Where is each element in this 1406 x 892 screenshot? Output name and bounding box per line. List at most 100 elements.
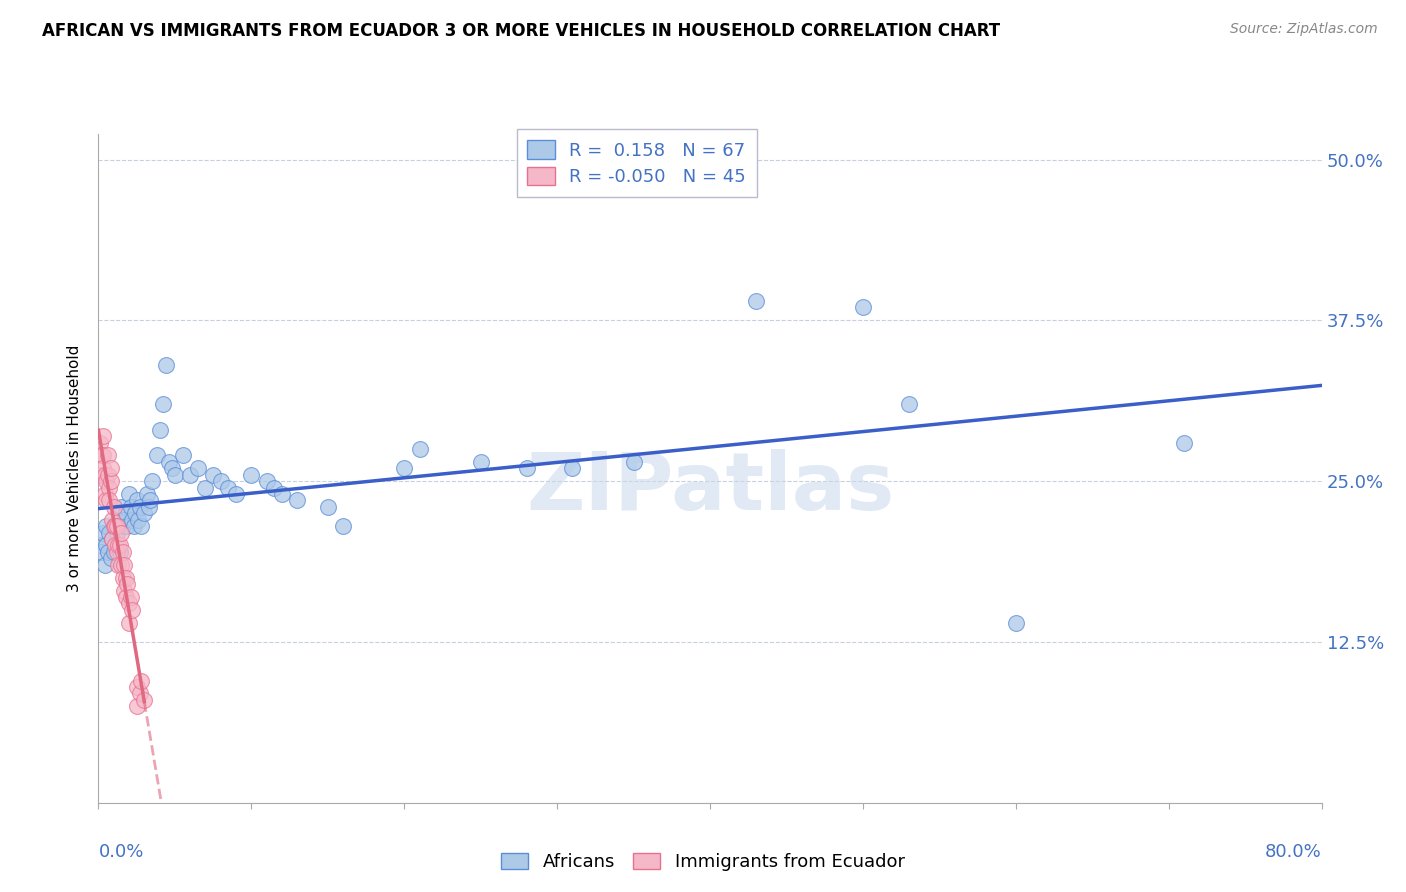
Point [470,455,492,469]
Point [94,493,117,508]
Point [115,571,138,585]
Point [408,442,430,456]
Point [97,449,120,463]
Point [91,449,114,463]
Point [89,435,111,450]
Point [120,590,142,604]
Point [90,545,112,559]
Point [103,519,125,533]
Point [94,519,117,533]
Text: 80.0%: 80.0% [1265,843,1322,861]
Point [157,455,180,469]
Legend: Africans, Immigrants from Ecuador: Africans, Immigrants from Ecuador [494,846,912,879]
Point [110,558,132,572]
Point [112,558,135,572]
Point [125,493,148,508]
Point [127,513,149,527]
Point [97,467,120,482]
Point [124,506,146,520]
Point [98,525,121,540]
Point [117,577,139,591]
Point [172,449,194,463]
Point [194,481,217,495]
Point [516,461,538,475]
Point [91,525,114,540]
Point [316,500,339,514]
Point [139,493,162,508]
Point [179,467,201,482]
Point [94,474,117,488]
Point [121,513,143,527]
Point [623,455,645,469]
Point [105,545,128,559]
Point [141,474,163,488]
Text: Source: ZipAtlas.com: Source: ZipAtlas.com [1230,22,1378,37]
Point [89,539,111,553]
Text: ZIPatlas: ZIPatlas [526,450,894,527]
Point [561,461,583,475]
Point [125,699,148,714]
Point [138,500,160,514]
Point [155,359,177,373]
Point [163,467,186,482]
Point [217,481,239,495]
Point [852,301,875,315]
Point [136,487,159,501]
Point [105,525,128,540]
Point [332,519,354,533]
Point [285,493,308,508]
Point [107,513,129,527]
Legend: R =  0.158   N = 67, R = -0.050   N = 45: R = 0.158 N = 67, R = -0.050 N = 45 [516,129,756,197]
Point [392,461,416,475]
Point [101,513,124,527]
Point [111,545,134,559]
Point [202,467,225,482]
Point [745,294,768,309]
Point [100,551,122,566]
Text: AFRICAN VS IMMIGRANTS FROM ECUADOR 3 OR MORE VEHICLES IN HOUSEHOLD CORRELATION C: AFRICAN VS IMMIGRANTS FROM ECUADOR 3 OR … [42,22,1000,40]
Point [104,519,127,533]
Point [110,500,132,514]
Point [121,603,143,617]
Point [129,673,152,688]
Point [100,474,122,488]
Point [152,397,174,411]
Point [91,461,114,475]
Point [897,397,920,411]
Point [122,519,145,533]
Point [108,545,131,559]
Point [1004,615,1026,630]
Point [129,519,152,533]
Point [134,506,156,520]
Point [128,500,150,514]
Point [1173,435,1195,450]
Point [187,461,209,475]
Point [240,467,263,482]
Point [93,487,115,501]
Point [101,532,124,546]
Point [120,500,142,514]
Y-axis label: 3 or more Vehicles in Household: 3 or more Vehicles in Household [67,344,83,592]
Point [149,423,172,437]
Point [256,474,278,488]
Point [98,493,121,508]
Point [111,571,134,585]
Point [98,481,121,495]
Point [145,449,167,463]
Point [101,532,124,546]
Point [94,539,117,553]
Point [209,474,232,488]
Point [93,467,115,482]
Point [117,519,139,533]
Point [118,615,141,630]
Point [125,680,148,694]
Point [93,558,115,572]
Point [225,487,247,501]
Point [263,481,285,495]
Point [90,467,112,482]
Point [111,519,134,533]
Point [128,686,150,700]
Point [112,583,135,598]
Point [115,590,138,604]
Point [112,513,135,527]
